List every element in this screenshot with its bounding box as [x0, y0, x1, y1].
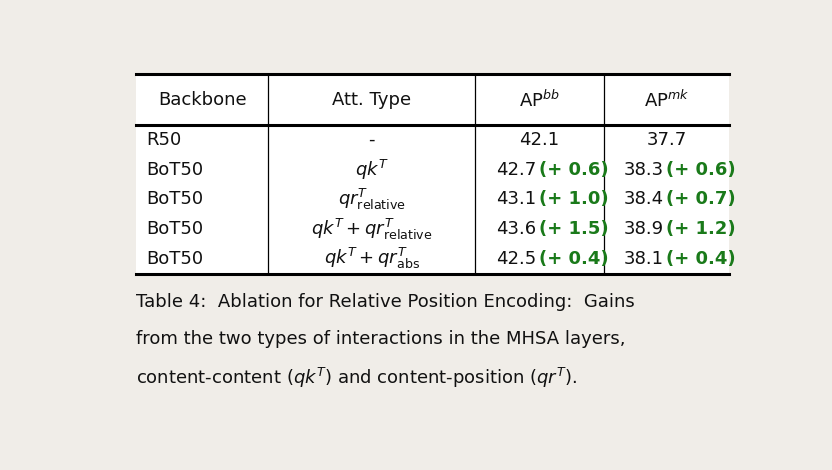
- Text: $qk^T + qr^T_{\mathrm{abs}}$: $qk^T + qr^T_{\mathrm{abs}}$: [324, 246, 419, 271]
- Text: (+ 0.6): (+ 0.6): [538, 161, 608, 179]
- Text: (+ 1.2): (+ 1.2): [666, 220, 735, 238]
- Text: 43.6: 43.6: [497, 220, 537, 238]
- Text: (+ 0.6): (+ 0.6): [666, 161, 735, 179]
- Text: BoT50: BoT50: [146, 220, 203, 238]
- Text: AP$^{mk}$: AP$^{mk}$: [644, 89, 689, 110]
- Text: R50: R50: [146, 131, 181, 149]
- Text: $qk^T + qr^T_{\mathrm{relative}}$: $qk^T + qr^T_{\mathrm{relative}}$: [311, 217, 433, 242]
- Text: 37.7: 37.7: [646, 131, 686, 149]
- Text: 38.4: 38.4: [624, 190, 664, 208]
- Text: -: -: [369, 131, 375, 149]
- Text: 42.7: 42.7: [497, 161, 537, 179]
- Text: content-content ($qk^T$) and content-position ($qr^T$).: content-content ($qk^T$) and content-pos…: [136, 366, 577, 390]
- Text: $qr^T_{\mathrm{relative}}$: $qr^T_{\mathrm{relative}}$: [338, 187, 406, 212]
- Text: Att. Type: Att. Type: [332, 91, 411, 109]
- Text: AP$^{bb}$: AP$^{bb}$: [519, 89, 560, 110]
- Text: 38.3: 38.3: [624, 161, 664, 179]
- Text: 38.9: 38.9: [624, 220, 664, 238]
- FancyBboxPatch shape: [136, 74, 730, 274]
- Text: Table 4:  Ablation for Relative Position Encoding:  Gains: Table 4: Ablation for Relative Position …: [136, 293, 635, 312]
- Text: 38.1: 38.1: [624, 250, 664, 268]
- Text: (+ 0.4): (+ 0.4): [666, 250, 735, 268]
- Text: BoT50: BoT50: [146, 250, 203, 268]
- Text: 42.1: 42.1: [519, 131, 559, 149]
- Text: 43.1: 43.1: [497, 190, 537, 208]
- Text: BoT50: BoT50: [146, 161, 203, 179]
- Text: from the two types of interactions in the MHSA layers,: from the two types of interactions in th…: [136, 329, 626, 348]
- Text: (+ 0.7): (+ 0.7): [666, 190, 735, 208]
- Text: (+ 1.5): (+ 1.5): [538, 220, 608, 238]
- Text: (+ 1.0): (+ 1.0): [538, 190, 608, 208]
- Text: Backbone: Backbone: [158, 91, 246, 109]
- Text: (+ 0.4): (+ 0.4): [538, 250, 608, 268]
- Text: BoT50: BoT50: [146, 190, 203, 208]
- Text: $qk^T$: $qk^T$: [354, 157, 389, 182]
- Text: 42.5: 42.5: [497, 250, 537, 268]
